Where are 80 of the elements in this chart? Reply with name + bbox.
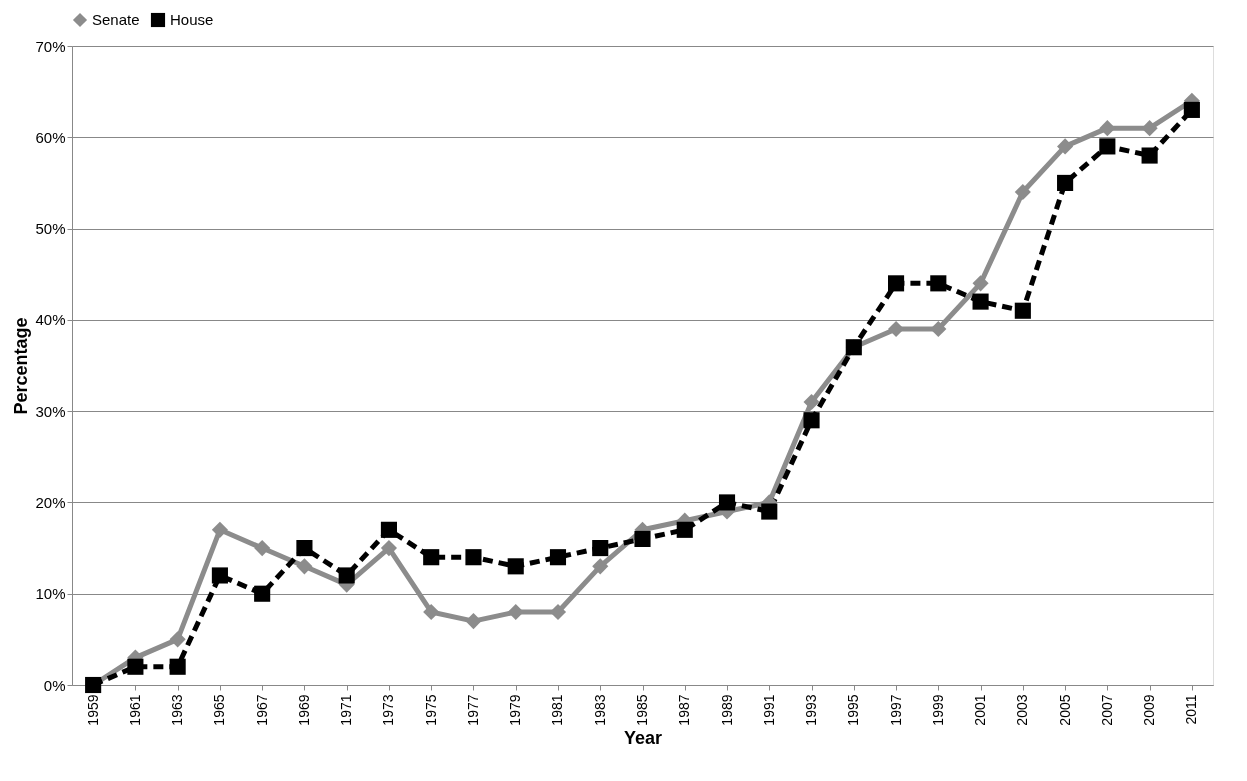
legend-label: Senate [92,11,140,28]
y-tick-label: 10% [35,585,66,603]
point [972,275,989,292]
point [1099,138,1116,155]
point [930,320,947,338]
x-tick-label: 1999 [929,694,946,726]
x-tick-label: 1965 [211,694,228,726]
point [930,275,947,292]
point [254,585,271,602]
point [380,540,398,557]
point [1014,302,1031,319]
point [296,540,313,557]
x-tick-label: 1967 [253,694,270,726]
y-axis-title: Percentage [11,317,32,415]
x-tick-label: 1997 [887,694,904,726]
y-tick-label: 70% [35,37,66,55]
point [127,658,144,675]
x-tick-label: 2011 [1183,694,1200,725]
x-tick-label: 1983 [591,694,608,726]
y-tick-label: 50% [35,220,66,238]
point [803,393,820,411]
y-tick-label: 40% [35,311,66,329]
point [718,494,736,511]
y-tick-label: 0% [43,676,66,694]
x-tick-label: 1969 [295,694,312,726]
point [1099,120,1116,137]
x-tick-label: 2009 [1141,694,1158,726]
x-tick-label: 2003 [1014,694,1031,726]
point [887,275,905,292]
point [761,503,778,520]
point [592,540,609,557]
x-tick-label: 1973 [380,694,397,726]
point [592,558,609,575]
point [1141,147,1158,164]
point [423,549,440,566]
point [507,558,524,575]
x-tick-label: 2005 [1056,694,1073,726]
point [1057,174,1074,191]
x-tick-label: 1989 [718,694,735,726]
x-tick-label: 1961 [126,694,143,726]
point [676,521,693,538]
point [169,631,186,648]
point [1014,184,1031,201]
x-tick-label: 2007 [1098,694,1115,726]
y-tick-label: 60% [35,128,66,146]
point [380,521,398,538]
point [803,412,820,429]
point [1183,101,1200,118]
x-tick-label: 1977 [464,694,481,726]
y-tick-label: 20% [35,493,66,511]
point [549,549,567,566]
point [254,540,271,557]
point [972,293,989,310]
legend-label: House [170,11,214,28]
point [423,603,440,621]
x-tick-label: 1987 [676,694,693,726]
x-axis-title: Year [623,727,663,748]
x-tick-label: 1959 [84,694,101,726]
point [465,613,482,630]
point [169,658,186,675]
point [296,558,313,575]
x-tick-label: 1995 [845,694,862,726]
x-tick-label: 1991 [760,694,777,726]
point [338,567,355,584]
x-tick-label: 1971 [338,694,355,726]
point [465,549,482,566]
x-tick-label: 1963 [169,694,186,726]
x-tick-label: 1979 [507,694,524,726]
point [634,530,651,548]
x-tick-label: 1993 [803,694,820,726]
point [1141,120,1158,137]
x-tick-label: 1981 [549,694,566,726]
y-tick-label: 30% [35,402,66,420]
point [1057,138,1074,155]
point [211,567,228,584]
x-tick-label: 1975 [422,694,439,726]
point [211,521,228,538]
point [507,603,524,621]
x-tick-label: 2001 [972,694,989,726]
x-tick-label: 1985 [634,694,650,726]
